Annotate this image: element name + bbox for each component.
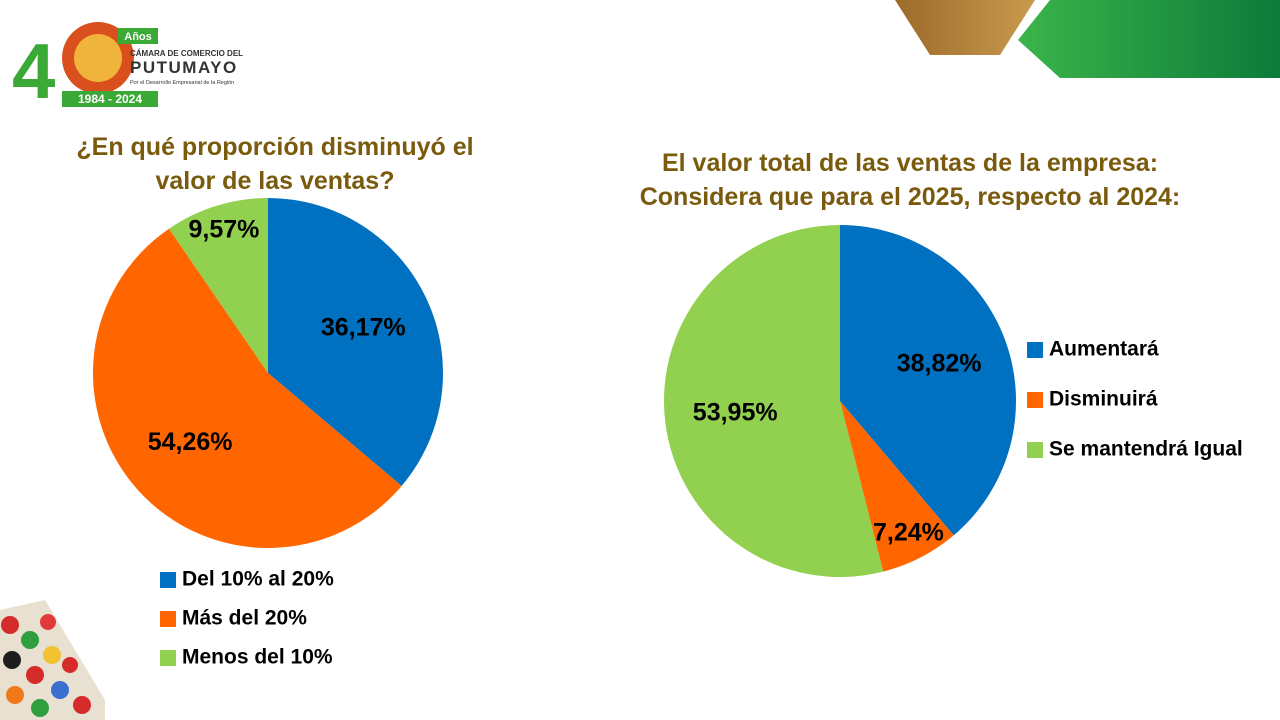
logo-emblem-inner <box>74 34 122 82</box>
pie-slice <box>840 401 954 572</box>
logo: 4 Años CÁMARA DE COMERCIO DEL PUTUMAYO P… <box>12 22 243 115</box>
chart-title: ¿En qué proporción disminuyó el valor de… <box>76 133 474 195</box>
pie-slice <box>840 225 1017 536</box>
chart-title: El valor total de las ventas de la empre… <box>639 149 1181 211</box>
legend-swatch <box>160 572 176 588</box>
data-label: 53,95% <box>693 399 778 427</box>
pie-slice <box>664 225 884 577</box>
legend-swatch <box>1027 392 1043 408</box>
logo-years: 1984 - 2024 <box>78 92 142 106</box>
legend-swatch <box>160 650 176 666</box>
pie-slice <box>93 228 402 548</box>
legend-label: Del 10% al 20% <box>182 568 334 591</box>
legend-label: Disminuirá <box>1049 388 1158 411</box>
decor-green <box>1018 0 1280 78</box>
data-label: 54,26% <box>148 428 233 456</box>
logo-digit: 4 <box>12 27 55 115</box>
legend-swatch <box>160 611 176 627</box>
logo-line1: CÁMARA DE COMERCIO DEL <box>130 49 243 58</box>
data-label: 7,24% <box>873 519 944 547</box>
pie-slice <box>168 198 268 373</box>
logo-line3: Por el Desarrollo Empresarial de la Regi… <box>130 80 234 86</box>
legend-label: Menos del 10% <box>182 646 333 669</box>
legend-label: Más del 20% <box>182 607 307 630</box>
logo-badge-bg <box>118 28 158 44</box>
data-label: 9,57% <box>189 216 260 244</box>
pie-slice <box>268 198 444 486</box>
logo-badge: Años <box>124 31 152 43</box>
logo-years-bg <box>62 91 158 107</box>
logo-line2: PUTUMAYO <box>130 58 238 77</box>
legend-swatch <box>1027 442 1043 458</box>
data-label: 38,82% <box>897 349 982 377</box>
legend-label: Se mantendrá Igual <box>1049 438 1243 461</box>
legend-label: Aumentará <box>1049 338 1159 361</box>
data-label: 36,17% <box>321 313 406 341</box>
legend-swatch <box>1027 342 1043 358</box>
decor-gold <box>895 0 1035 55</box>
abacus-decor <box>0 600 105 720</box>
